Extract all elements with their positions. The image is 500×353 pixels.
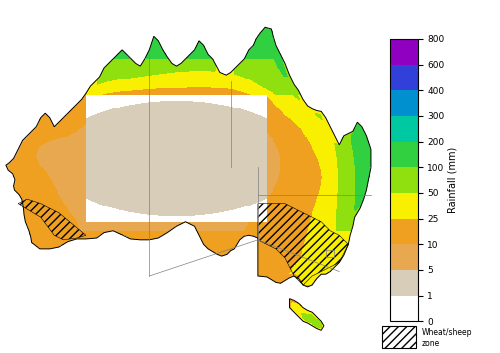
Bar: [382, 326, 416, 348]
Y-axis label: Rainfall (mm): Rainfall (mm): [448, 147, 458, 213]
Text: zone: zone: [422, 339, 440, 348]
Text: Wheat/sheep: Wheat/sheep: [422, 328, 472, 337]
